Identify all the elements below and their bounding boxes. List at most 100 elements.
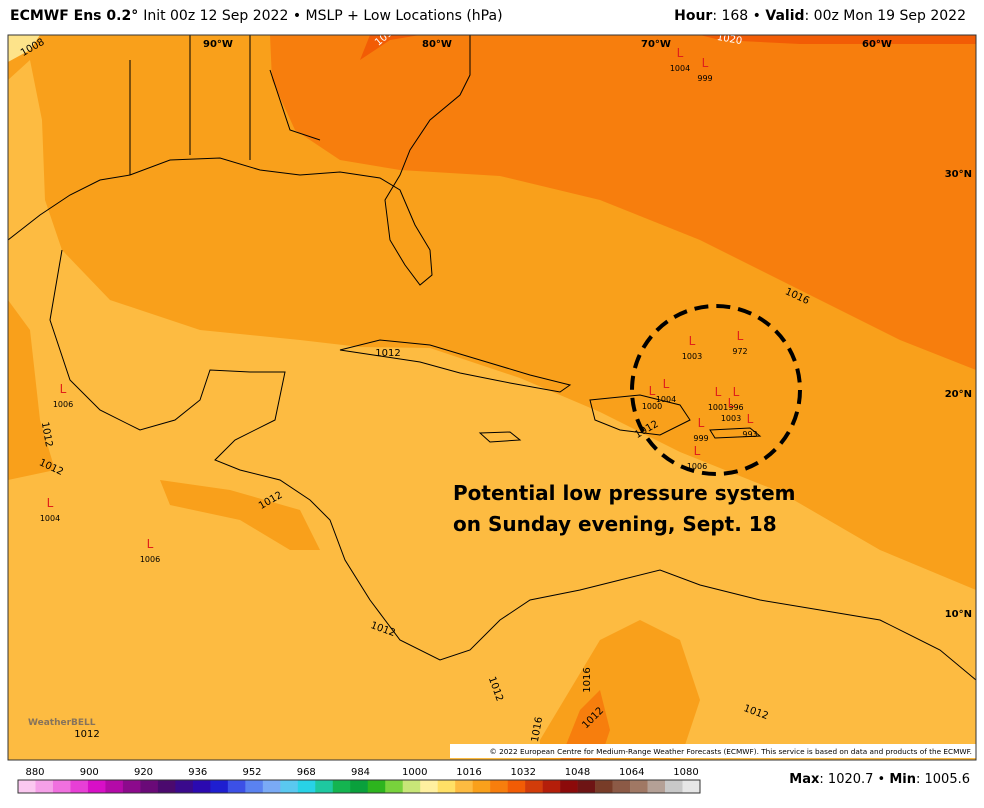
colorbar-swatch <box>542 780 561 793</box>
low-symbol: L <box>698 416 705 430</box>
annotation: Potential low pressure system <box>453 481 796 505</box>
latitude-label: 20°N <box>945 389 972 400</box>
colorbar-swatch <box>437 780 456 793</box>
colorbar-swatch <box>280 780 299 793</box>
header-text: : 1005.6 <box>916 772 970 787</box>
colorbar-swatch <box>245 780 264 793</box>
colorbar-swatch <box>297 780 316 793</box>
colorbar-swatch <box>560 780 578 793</box>
colorbar-swatch <box>420 780 438 793</box>
colorbar-swatch <box>70 780 89 793</box>
border <box>129 35 321 175</box>
low-pressure: 999 <box>697 74 712 83</box>
contour-label: 1016 <box>530 716 545 743</box>
watermark: WeatherBELL <box>28 718 96 728</box>
colorbar-tick-label: 968 <box>297 767 316 778</box>
colorbar-swatch <box>682 780 701 793</box>
colorbar-swatch <box>315 780 334 793</box>
island <box>709 427 762 439</box>
low-symbol: L <box>694 444 701 458</box>
latitude-label: 30°N <box>945 169 972 180</box>
colorbar-swatch <box>595 780 613 793</box>
longitude-label: 70°W <box>641 39 671 50</box>
low-pressure: 1001 <box>708 403 728 412</box>
header-text: : 1020.7 • <box>819 772 890 787</box>
low-pressure: 972 <box>732 347 747 356</box>
header-text: Hour <box>674 8 713 24</box>
colorbar-swatch <box>525 780 543 793</box>
credit: © 2022 European Centre for Medium-Range … <box>490 747 972 756</box>
low-symbol: L <box>715 385 722 399</box>
low-pressure: 1004 <box>656 395 676 404</box>
low-symbol: L <box>677 46 684 60</box>
colorbar-tick-label: 1064 <box>619 767 644 778</box>
colorbar-swatch <box>577 780 596 793</box>
colorbar-swatch <box>472 780 491 793</box>
low-symbol: L <box>733 385 740 399</box>
colorbar-swatch <box>105 780 124 793</box>
colorbar-tick-label: 984 <box>351 767 370 778</box>
colorbar-swatch <box>210 780 229 793</box>
colorbar-swatch <box>18 780 36 793</box>
colorbar-swatch <box>122 780 141 793</box>
header-text: Max <box>789 772 820 787</box>
stats: Max: 1020.7 • Min: 1005.6 <box>789 772 970 787</box>
low-symbol: L <box>728 396 735 410</box>
header-right: Hour: 168 • Valid: 00z Mon 19 Sep 2022 <box>674 8 966 24</box>
header-text: : 168 • <box>712 8 766 24</box>
colorbar-tick-label: 1080 <box>673 767 698 778</box>
longitude-label: 60°W <box>862 39 892 50</box>
contour-label: 1016 <box>582 667 593 692</box>
contour-label: 1012 <box>74 729 99 740</box>
field-1016 <box>560 690 610 760</box>
field-1012 <box>8 300 55 480</box>
colorbar-tick-label: 952 <box>242 767 261 778</box>
header: ECMWF Ens 0.2° Init 00z 12 Sep 2022 • MSL… <box>0 0 984 32</box>
low-symbol: L <box>147 537 154 551</box>
colorbar-swatch <box>227 780 246 793</box>
low-pressure: 1004 <box>40 514 60 523</box>
low-symbol: L <box>60 382 67 396</box>
colorbar-swatch <box>630 780 648 793</box>
colorbar-tick-label: 1000 <box>402 767 427 778</box>
colorbar-swatch <box>612 780 631 793</box>
map-frame <box>7 34 977 761</box>
low-symbol: L <box>702 56 709 70</box>
longitude-label: 90°W <box>203 39 233 50</box>
colorbar-swatch <box>192 780 211 793</box>
colorbar-swatch <box>455 780 473 793</box>
colorbar-swatch <box>157 780 176 793</box>
coastline <box>49 249 976 681</box>
colorbar-tick-label: 880 <box>25 767 44 778</box>
low-symbol: L <box>737 329 744 343</box>
field-1012 <box>160 480 320 550</box>
low-pressure: 993 <box>742 430 757 439</box>
contour-label: 1012 <box>39 421 54 448</box>
low-pressure: 1006 <box>53 400 73 409</box>
island <box>589 394 691 436</box>
low-pressure: 996 <box>728 403 743 412</box>
low-pressure: 1003 <box>682 352 702 361</box>
credit-bg <box>450 744 976 758</box>
colorbar-swatch <box>87 780 106 793</box>
contour-label: 1012 <box>375 348 400 359</box>
colorbar-frame <box>17 779 701 794</box>
low-symbol: L <box>747 412 754 426</box>
colorbar-swatch <box>52 780 71 793</box>
low-symbol: L <box>663 377 670 391</box>
colorbar-swatch <box>350 780 369 793</box>
low-pressure: 1006 <box>687 462 707 471</box>
low-symbol: L <box>47 496 54 510</box>
colorbar-swatch <box>507 780 526 793</box>
longitude-label: 80°W <box>422 39 452 50</box>
low-pressure: 1000 <box>642 402 662 411</box>
latitude-label: 10°N <box>945 609 972 620</box>
colorbar-swatch <box>175 780 194 793</box>
colorbar-swatch <box>140 780 159 793</box>
colorbar-swatch <box>402 780 421 793</box>
colorbar-tick-label: 920 <box>134 767 153 778</box>
colorbar-tick-label: 936 <box>188 767 207 778</box>
